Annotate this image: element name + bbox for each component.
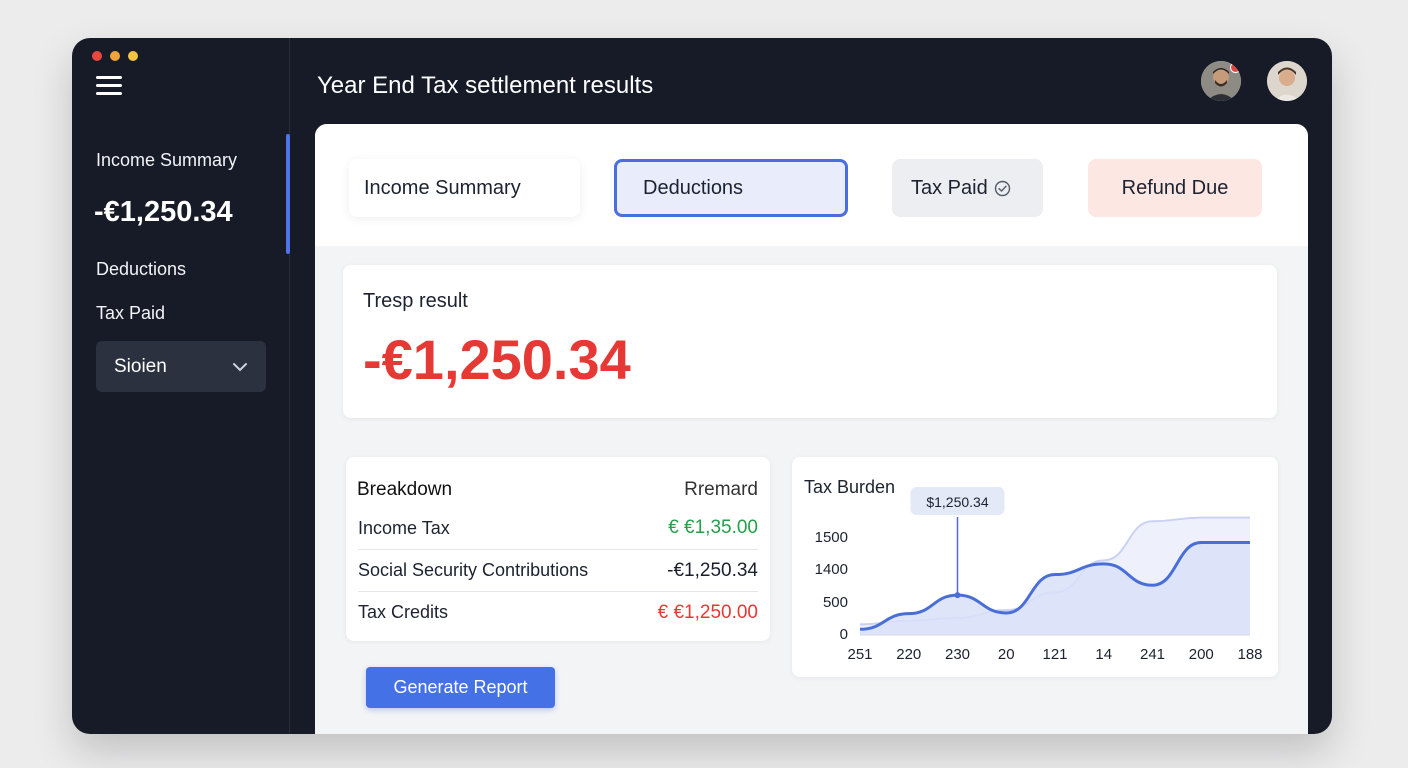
notification-badge xyxy=(1230,62,1241,73)
chevron-down-icon xyxy=(233,362,247,371)
y-tick-label: 0 xyxy=(840,626,848,643)
tab-bar: Income Summary Deductions Tax Paid Refun… xyxy=(315,124,1308,246)
maximize-window-button[interactable] xyxy=(128,51,138,61)
x-tick-label: 200 xyxy=(1189,646,1214,663)
series-1-line xyxy=(859,541,1250,631)
check-circle-icon xyxy=(994,180,1011,197)
close-window-button[interactable] xyxy=(92,51,102,61)
chart-title: Tax Burden xyxy=(804,477,895,497)
breakdown-card: Breakdown Rremard Income Tax € €1,35.00 … xyxy=(346,457,770,641)
tooltip-label: $1,250.34 xyxy=(926,494,988,510)
row-label: Social Security Contributions xyxy=(358,560,589,580)
window-controls xyxy=(92,51,138,61)
y-tick-label: 1500 xyxy=(815,529,848,546)
row-label: Tax Credits xyxy=(358,602,449,622)
table-row: Social Security Contributions -€1,250.34 xyxy=(358,549,758,591)
table-row: Tax Credits € €1,250.00 xyxy=(358,591,758,633)
x-tick-label: 251 xyxy=(847,646,872,663)
x-tick-label: 14 xyxy=(1095,646,1112,663)
main-panel: Income Summary Deductions Tax Paid Refun… xyxy=(315,124,1308,734)
minimize-window-button[interactable] xyxy=(110,51,120,61)
x-tick-label: 230 xyxy=(945,646,970,663)
result-card: Tresp result -€1,250.34 xyxy=(343,265,1277,418)
row-value: € €1,250.00 xyxy=(657,601,758,623)
sidebar-amount: -€1,250.34 xyxy=(94,196,233,228)
sidebar-active-indicator xyxy=(286,134,290,254)
tab-label: Deductions xyxy=(643,176,744,199)
y-tick-label: 1400 xyxy=(815,561,848,578)
x-tick-label: 220 xyxy=(896,646,921,663)
hamburger-menu-icon[interactable] xyxy=(96,76,122,98)
result-value: -€1,250.34 xyxy=(363,328,631,391)
tooltip-box xyxy=(910,487,1005,515)
breakdown-title: Breakdown xyxy=(357,479,453,500)
x-tick-label: 20 xyxy=(998,646,1015,663)
x-tick-label: 241 xyxy=(1140,646,1165,663)
tab-label: Tax Paid xyxy=(911,176,988,199)
tab-label: Income Summary xyxy=(364,176,521,199)
tab-tax-paid[interactable]: Tax Paid xyxy=(892,159,1043,217)
profile-avatar[interactable] xyxy=(1267,61,1307,101)
breakdown-remark-header: Rremard xyxy=(684,479,758,500)
y-tick-label: 500 xyxy=(823,594,848,611)
data-point xyxy=(954,592,961,599)
row-label: Income Tax xyxy=(358,517,450,538)
sidebar-item-deductions[interactable]: Deductions xyxy=(96,259,187,279)
row-value: -€1,250.34 xyxy=(667,559,758,581)
series-1-area xyxy=(860,542,1250,635)
tab-label: Refund Due xyxy=(1121,176,1229,199)
table-row: Income Tax € €1,35.00 xyxy=(358,507,758,549)
app-window: Income Summary -€1,250.34 Deductions Tax… xyxy=(72,38,1332,734)
generate-report-button[interactable]: Generate Report xyxy=(366,667,555,708)
sidebar-select-value: Sioien xyxy=(114,355,167,377)
tax-burden-chart: Tax Burden 1500 1400 500 0 251 220 230 20 121 14 24… xyxy=(792,457,1278,677)
tab-income-summary[interactable]: Income Summary xyxy=(349,159,580,217)
x-tick-label: 188 xyxy=(1237,646,1262,663)
sidebar-item-income-summary[interactable]: Income Summary xyxy=(96,150,238,170)
chart-canvas: Tax Burden 1500 1400 500 0 251 220 230 20 121 14 24… xyxy=(804,477,1263,663)
x-tick-label: 121 xyxy=(1042,646,1067,663)
sidebar-select[interactable]: Sioien xyxy=(96,341,266,392)
row-value: € €1,35.00 xyxy=(668,517,758,538)
sidebar: Income Summary -€1,250.34 Deductions Tax… xyxy=(72,38,290,734)
notifications-avatar[interactable] xyxy=(1201,61,1241,101)
user-avatar-icon xyxy=(1267,61,1307,101)
tab-refund-due[interactable]: Refund Due xyxy=(1088,159,1262,217)
result-label: Tresp result xyxy=(363,290,468,312)
sidebar-item-tax-paid[interactable]: Tax Paid xyxy=(96,303,166,323)
tab-deductions[interactable]: Deductions xyxy=(614,159,848,217)
page-title: Year End Tax settlement results xyxy=(317,72,654,99)
